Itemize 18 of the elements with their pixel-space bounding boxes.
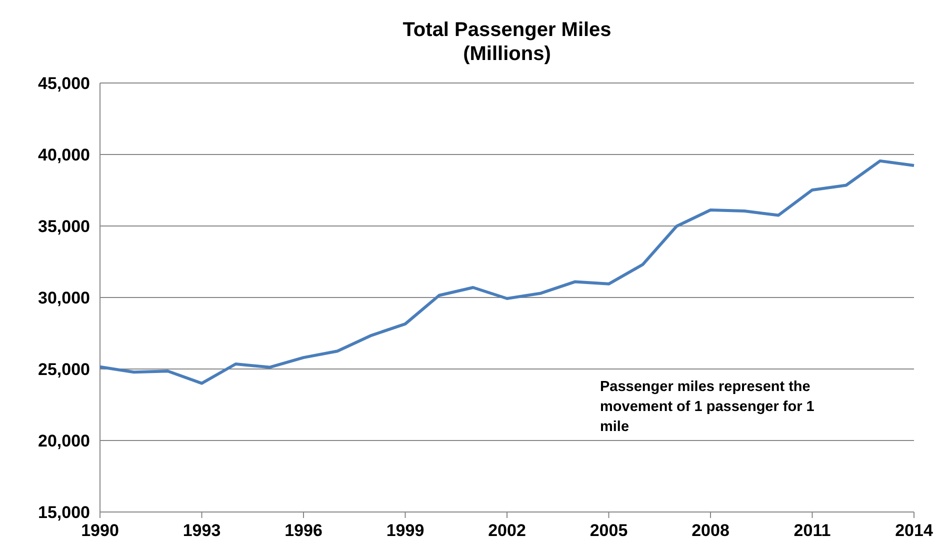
x-tick-label: 2002 (488, 521, 526, 540)
chart-title: Total Passenger Miles (Millions) (402, 19, 612, 65)
x-tick-label: 2014 (895, 521, 934, 540)
y-tick-label: 35,000 (38, 216, 90, 236)
y-tick-label: 15,000 (38, 502, 90, 522)
x-tick-label: 2005 (590, 521, 628, 540)
x-tick-label: 2011 (794, 521, 831, 540)
y-tick-label: 40,000 (38, 145, 90, 164)
y-tick-label: 20,000 (38, 431, 90, 450)
x-tick-label: 2008 (692, 521, 730, 540)
y-tick-label: 25,000 (38, 360, 90, 379)
y-tick-label: 30,000 (38, 288, 90, 308)
x-tick-label: 1996 (284, 521, 322, 540)
x-tick-label: 1990 (81, 521, 119, 540)
y-tick-label: 45,000 (38, 74, 90, 93)
x-tick-label: 1993 (182, 521, 221, 540)
annotation: Passenger miles represent the movement of 1 passenger for 1 mile (600, 379, 814, 435)
x-tick-label: 1999 (386, 521, 424, 540)
